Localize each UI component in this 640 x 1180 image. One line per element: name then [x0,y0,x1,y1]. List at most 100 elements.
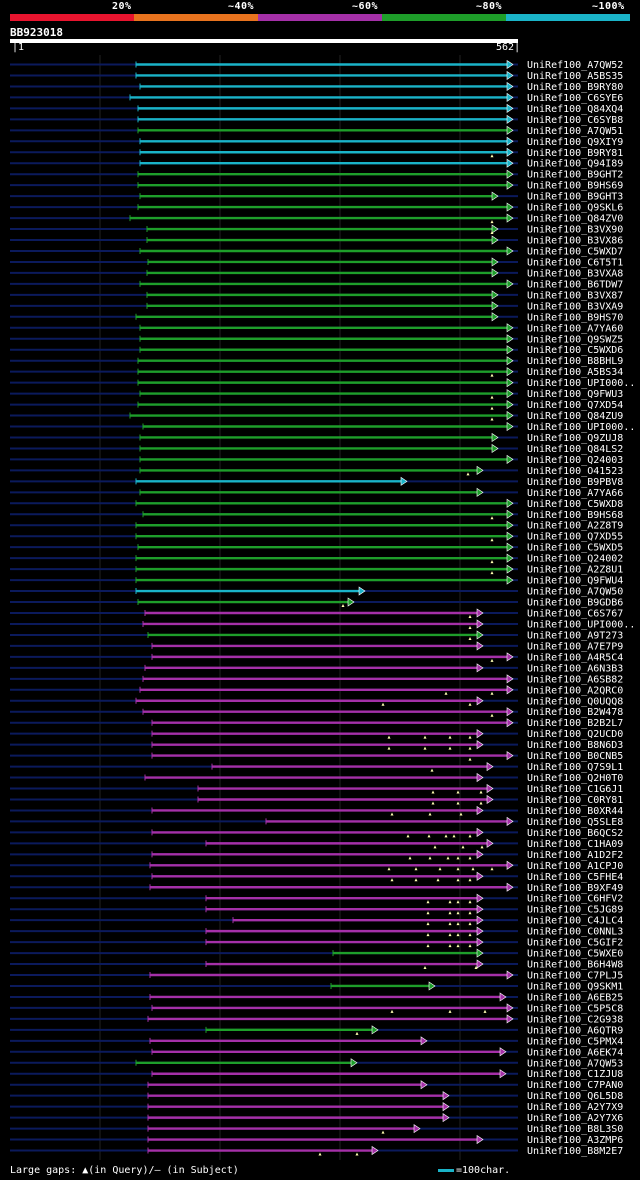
hit-label: UniRef100_Q2H0T0 [527,773,623,784]
hit-arrow [506,92,514,102]
query-gap-marker [468,735,472,739]
hit-label: UniRef100_B8L3S0 [527,1124,623,1135]
query-gap-marker [490,395,494,399]
query-gap-marker [406,834,410,838]
hit-arrow [347,597,355,607]
hit-label: UniRef100_B9XF49 [527,883,623,894]
query-gap-marker [387,867,391,871]
hit-arrow [476,827,484,837]
hit-label: UniRef100_C5GIF2 [527,938,623,949]
hit-label: UniRef100_B9PBV8 [527,477,623,488]
query-gap-marker [468,922,472,926]
hit-arrow [506,136,514,146]
query-gap-marker [490,417,494,421]
hit-arrow [476,740,484,750]
hit-label: UniRef100_Q24003 [527,455,623,466]
hit-label: UniRef100_C5P5C8 [527,1003,623,1014]
hit-label: UniRef100_A2Z8T9 [527,521,623,532]
hit-arrow [476,849,484,859]
hit-label: UniRef100_C6S767 [527,609,623,620]
scale-segment [506,14,630,21]
hit-arrow [506,246,514,256]
hit-label: UniRef100_A2Y7X6 [527,1113,623,1124]
query-gap-marker [459,812,463,816]
hit-arrow [506,1014,514,1024]
hit-arrow [442,1091,450,1101]
query-gap-marker [444,834,448,838]
hit-arrow [506,400,514,410]
hit-label: UniRef100_C7PAN0 [527,1080,623,1091]
query-gap-marker [430,768,434,772]
hit-arrow [506,860,514,870]
hit-arrow [506,564,514,574]
hit-label: UniRef100_Q84XQ4 [527,104,623,115]
hit-label: UniRef100_C7PLJ5 [527,971,623,982]
hit-arrow [371,1025,379,1035]
hit-label: UniRef100_A1CPJ0 [527,861,623,872]
hit-label: UniRef100_Q9ZUJ8 [527,433,623,444]
hit-arrow [506,685,514,695]
hit-arrow [506,575,514,585]
hit-arrow [413,1124,421,1134]
hit-arrow [486,838,494,848]
query-gap-marker [468,636,472,640]
hit-label: UniRef100_Q84ZU9 [527,411,623,422]
hit-label: UniRef100_B9HS69 [527,181,623,192]
hit-label: UniRef100_B6TDW7 [527,279,623,290]
hit-label: UniRef100_B0CNB5 [527,751,623,762]
hit-label: UniRef100_Q9SKL6 [527,203,623,214]
query-gap-marker [414,878,418,882]
hit-arrow [506,882,514,892]
hit-arrow [506,970,514,980]
scale-label: ~100% [592,1,625,12]
hit-arrow [491,443,499,454]
hit-arrow [506,125,514,135]
query-gap-marker [444,691,448,695]
query-gap-marker [426,900,430,904]
query-gap-marker [468,878,472,882]
hit-label: UniRef100_A7QW53 [527,1058,623,1069]
hit-label: UniRef100_Q7XD55 [527,532,623,543]
hit-arrow [506,816,514,826]
hit-label: UniRef100_A2QRC0 [527,685,623,696]
hit-label: UniRef100_C6SYE6 [527,93,623,104]
identity-color-scale: 20% ~40% ~60% ~80% ~100% [0,0,640,22]
hit-label: UniRef100_A4R5C4 [527,652,623,663]
query-gap-marker [468,933,472,937]
hit-label: UniRef100_B8M2E7 [527,1146,623,1157]
query-gap-marker [414,867,418,871]
hit-arrow [476,608,484,618]
hit-label: UniRef100_Q9FWU3 [527,389,623,400]
hit-arrow [491,191,499,201]
hit-arrow [442,1113,450,1123]
hit-arrow [506,751,514,761]
hit-arrow [499,992,507,1002]
hit-arrow [491,235,499,245]
hit-label: UniRef100_Q2UCD0 [527,729,623,740]
hit-arrow [506,158,514,168]
hit-arrow [491,432,499,443]
hit-label: UniRef100_B8BHL9 [527,356,623,367]
query-gap-marker [381,702,385,706]
query-gap-marker [490,154,494,158]
hit-arrow [506,213,514,223]
query-gap-marker [468,900,472,904]
hit-label: UniRef100_Q9FWU4 [527,576,623,587]
query-gap-marker [490,538,494,542]
hit-arrow [476,904,484,914]
hit-label: UniRef100_UPI000.. [527,378,635,389]
query-gap-marker [448,1009,452,1013]
query-gap-marker [448,735,452,739]
query-gap-marker [468,911,472,915]
hit-arrow [476,465,484,475]
query-gap-marker [468,856,472,860]
hit-label: UniRef100_B9HS68 [527,510,623,521]
hit-arrow [491,290,499,300]
query-gap-marker [428,812,432,816]
length-key-bar [438,1168,454,1172]
hit-arrow [350,1058,358,1068]
hit-arrow [400,476,408,486]
hit-label: UniRef100_B8N6D3 [527,740,623,751]
hit-arrow [506,169,514,179]
